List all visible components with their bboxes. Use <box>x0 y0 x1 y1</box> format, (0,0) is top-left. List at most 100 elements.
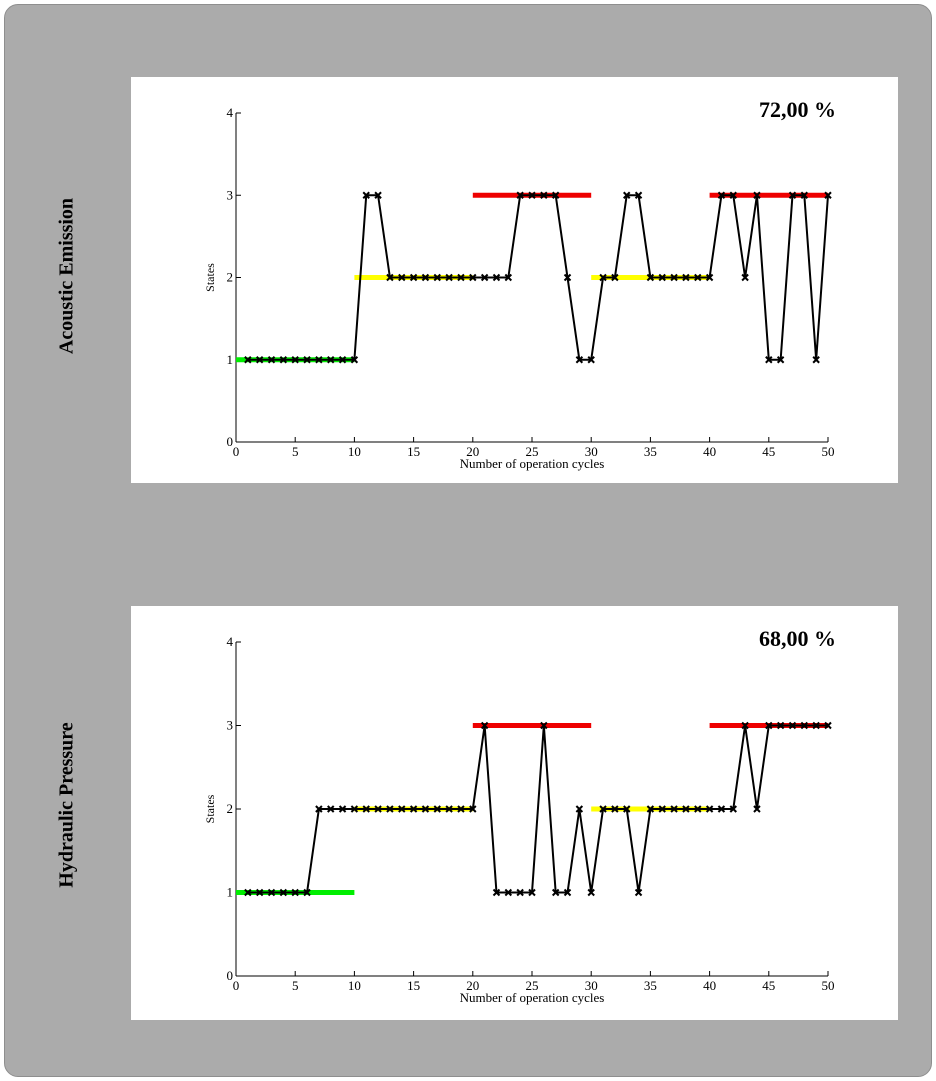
data-point-marker <box>291 356 299 364</box>
data-point-marker <box>717 805 726 813</box>
marker-stroke <box>255 356 264 364</box>
chart-panel-acoustic-emission: 0 5 10 15 20 25 30 35 40 45 50 0 1 2 3 4 Number of opera… <box>131 77 898 483</box>
marker-stroke <box>765 721 773 730</box>
data-point-marker <box>445 273 453 282</box>
data-point-marker <box>658 805 666 813</box>
marker-stroke <box>646 273 655 282</box>
data-point-marker <box>824 721 832 730</box>
data-point-marker <box>540 721 548 730</box>
marker-stroke <box>753 805 761 813</box>
x-tick-label: 10 <box>348 444 361 459</box>
marker-stroke <box>409 805 418 813</box>
marker-stroke <box>480 273 489 282</box>
marker-stroke <box>291 356 299 364</box>
data-point-marker <box>776 721 785 730</box>
data-point-marker <box>469 273 477 282</box>
marker-stroke <box>291 888 299 897</box>
x-tick-label: 20 <box>466 978 479 993</box>
data-point-marker <box>812 356 820 364</box>
marker-stroke <box>445 273 453 282</box>
marker-stroke <box>445 805 453 813</box>
x-tick-label: 0 <box>233 978 240 993</box>
marker-stroke <box>551 888 560 897</box>
marker-stroke <box>350 805 359 813</box>
data-point-marker <box>682 805 690 813</box>
x-tick-label: 50 <box>822 978 835 993</box>
x-tick-label: 5 <box>292 978 299 993</box>
data-point-marker <box>682 273 690 282</box>
data-point-marker <box>433 805 441 813</box>
marker-stroke <box>315 356 323 364</box>
data-point-marker <box>409 805 418 813</box>
x-tick-label: 35 <box>644 444 657 459</box>
marker-stroke <box>646 805 655 813</box>
data-point-marker <box>433 273 441 282</box>
marker-stroke <box>563 888 572 897</box>
y-tick-label: 3 <box>227 187 234 202</box>
accuracy-annotation: 68,00 % <box>759 626 836 651</box>
marker-stroke <box>670 805 678 813</box>
data-point-marker <box>480 721 489 730</box>
data-point-marker <box>765 721 773 730</box>
data-point-marker <box>611 805 619 813</box>
data-point-marker <box>634 191 643 199</box>
marker-stroke <box>682 805 690 813</box>
marker-stroke <box>409 273 418 282</box>
data-point-marker <box>551 191 560 199</box>
marker-stroke <box>504 273 513 282</box>
marker-stroke <box>753 191 761 199</box>
marker-stroke <box>303 356 311 364</box>
data-point-marker <box>634 888 643 897</box>
data-point-marker <box>338 356 347 364</box>
marker-stroke <box>457 805 465 813</box>
data-point-marker <box>587 356 595 364</box>
data-point-marker <box>315 356 323 364</box>
data-point-marker <box>788 191 797 199</box>
marker-stroke <box>717 805 726 813</box>
marker-stroke <box>623 191 631 199</box>
marker-stroke <box>516 888 524 897</box>
y-tick-label: 2 <box>227 801 234 816</box>
marker-stroke <box>611 805 619 813</box>
data-point-marker <box>753 805 761 813</box>
y-tick-label: 3 <box>227 718 234 733</box>
series-line <box>247 194 829 361</box>
data-point-marker <box>303 356 311 364</box>
marker-stroke <box>386 273 394 282</box>
data-point-marker <box>528 888 536 897</box>
y-tick-label: 1 <box>227 352 234 367</box>
y-axis-label: States <box>203 794 217 823</box>
marker-stroke <box>658 805 666 813</box>
marker-stroke <box>634 191 643 199</box>
marker-stroke <box>563 273 572 282</box>
data-point-marker <box>244 888 252 897</box>
data-point-marker <box>575 356 584 364</box>
chart-panel-hydraulic-pressure: 0 5 10 15 20 25 30 35 40 45 50 0 1 2 3 4 Number of opera… <box>131 606 898 1020</box>
data-point-marker <box>457 805 465 813</box>
marker-stroke <box>327 356 335 364</box>
marker-stroke <box>694 805 702 813</box>
x-tick-label: 25 <box>526 444 539 459</box>
data-point-marker <box>516 888 524 897</box>
x-tick-label: 40 <box>703 444 716 459</box>
marker-stroke <box>303 888 311 897</box>
data-point-marker <box>303 888 311 897</box>
marker-stroke <box>504 888 513 897</box>
data-point-marker <box>279 356 288 364</box>
data-point-marker <box>338 805 347 813</box>
marker-stroke <box>338 356 347 364</box>
data-point-marker <box>575 805 584 813</box>
y-tick-label: 1 <box>227 885 234 900</box>
data-point-marker <box>244 356 252 364</box>
marker-stroke <box>788 721 797 730</box>
marker-stroke <box>551 191 560 199</box>
data-point-marker <box>694 273 702 282</box>
data-point-marker <box>374 805 382 813</box>
marker-stroke <box>611 273 619 282</box>
x-tick-label: 35 <box>644 978 657 993</box>
marker-stroke <box>244 888 252 897</box>
data-point-marker <box>291 888 299 897</box>
data-point-marker <box>776 356 785 364</box>
data-point-marker <box>516 191 524 199</box>
marker-stroke <box>824 191 832 199</box>
